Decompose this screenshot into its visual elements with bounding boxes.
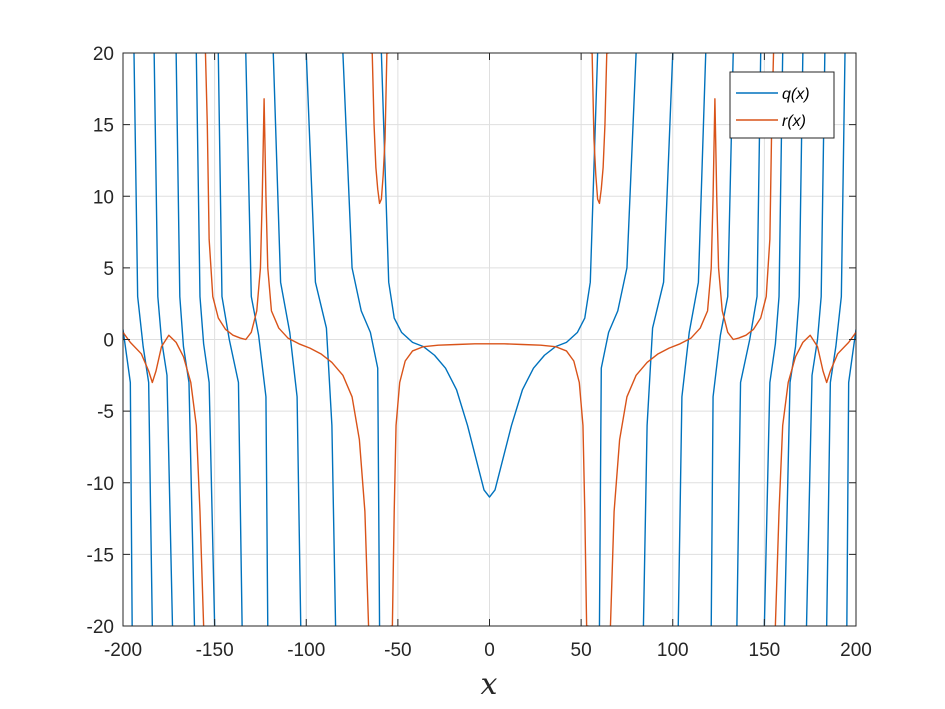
x-tick-label: -100 <box>287 640 325 661</box>
series-line-q <box>123 53 856 626</box>
x-tick-label: -200 <box>104 640 142 661</box>
ticks <box>122 52 857 627</box>
series-line-r <box>123 53 856 626</box>
x-tick-label: 0 <box>484 640 495 661</box>
x-tick-label: 150 <box>749 640 781 661</box>
y-tick-label: -5 <box>97 402 114 423</box>
y-tick-label: 15 <box>93 116 114 137</box>
x-tick-label: 100 <box>657 640 689 661</box>
x-tick-label: 50 <box>571 640 592 661</box>
x-tick-label: -150 <box>196 640 234 661</box>
tick-labels: -200 -150 -100 -50 0 50 100 150 200-20-15-10-505… <box>87 44 872 661</box>
series-layer <box>123 53 856 626</box>
x-tick-label: 200 <box>840 640 872 661</box>
y-tick-label: -10 <box>87 474 114 495</box>
y-tick-label: 20 <box>93 44 114 65</box>
y-tick-label: 5 <box>103 259 114 280</box>
y-tick-label: 0 <box>103 331 114 352</box>
x-axis-title: x <box>481 667 498 702</box>
legend-label-q: q(x) <box>782 86 810 103</box>
legend-box <box>729 71 835 139</box>
x-tick-label: -50 <box>384 640 411 661</box>
y-tick-label: -20 <box>87 617 114 638</box>
legend-label-r: r(x) <box>782 113 806 130</box>
y-tick-label: 10 <box>93 187 114 208</box>
y-tick-label: -15 <box>87 545 114 566</box>
legend: q(x) r(x) <box>729 71 835 139</box>
